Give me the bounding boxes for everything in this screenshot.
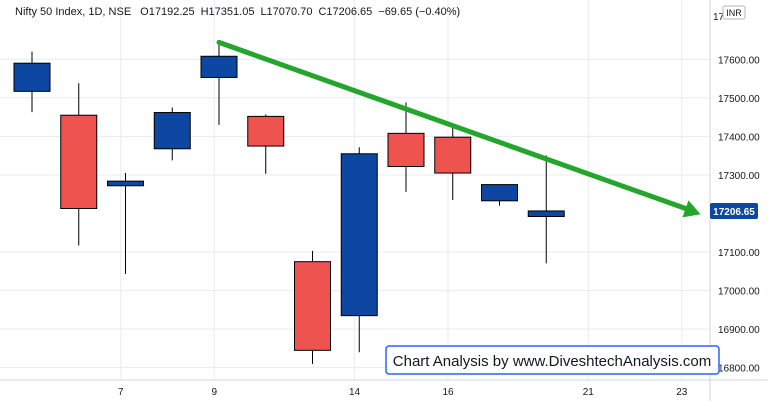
- time-tick-label: 23: [676, 387, 688, 398]
- price-tick-label: 17500.00: [718, 94, 760, 105]
- price-tick-label: 16900.00: [718, 325, 760, 336]
- candle: [200, 42, 238, 125]
- trendline: [216, 39, 701, 218]
- time-tick-label: 9: [211, 387, 217, 398]
- currency-badge: INR: [722, 5, 746, 20]
- candle-body: [387, 132, 425, 167]
- candle: [481, 184, 518, 206]
- candle: [60, 83, 98, 246]
- header-low: L17070.70: [260, 6, 312, 18]
- price-tick-label-top: 17: [713, 12, 725, 23]
- candle-body: [200, 55, 238, 78]
- chart-header: Nifty 50 Index, 1D, NSE O17192.25 H17351.0…: [15, 6, 460, 18]
- watermark-text: Chart Analysis by www.DiveshtechAnalysis…: [393, 353, 711, 370]
- candle-body: [107, 180, 144, 187]
- candle: [434, 124, 472, 201]
- price-tick-label: 17400.00: [718, 132, 760, 143]
- header-high: H17351.05: [201, 6, 255, 18]
- candle: [340, 147, 378, 353]
- candle: [107, 173, 144, 275]
- candle-body: [434, 136, 472, 174]
- price-tick-label: 17600.00: [718, 55, 760, 66]
- time-tick-label: 7: [118, 387, 124, 398]
- candle: [387, 102, 425, 192]
- current-price-label: 17206.65: [713, 207, 755, 218]
- candle-body: [481, 184, 518, 202]
- candle: [247, 114, 285, 174]
- trendline-line: [216, 39, 694, 213]
- candle: [294, 250, 331, 364]
- candle: [153, 107, 191, 161]
- candle-body: [527, 210, 565, 217]
- price-tag: 17206.65: [710, 202, 758, 219]
- candle-body: [294, 261, 331, 351]
- price-tick-label: 17000.00: [718, 287, 760, 298]
- price-axis: 17600.00 17500.00 17400.00 17300.00 17100.00…: [713, 12, 760, 375]
- header-change: −69.65 (−0.40%): [378, 6, 460, 18]
- currency-label: INR: [726, 8, 742, 18]
- time-axis: 7 9 14 16 21 23: [0, 379, 768, 398]
- candle-body: [247, 115, 285, 147]
- watermark-box: Chart Analysis by www.DiveshtechAnalysis…: [385, 345, 720, 375]
- trendline-arrowhead: [682, 200, 701, 218]
- price-tick-label: 17100.00: [718, 248, 760, 259]
- time-tick-label: 21: [583, 387, 595, 398]
- candles: [13, 42, 565, 364]
- header-symbol: Nifty 50 Index, 1D, NSE: [15, 6, 131, 18]
- candle-body: [60, 114, 98, 209]
- time-tick-label: 14: [349, 387, 361, 398]
- price-tick-label: 16800.00: [718, 364, 760, 375]
- candle-body: [340, 153, 378, 317]
- candle: [13, 51, 51, 113]
- candle: [527, 155, 565, 264]
- header-close: C17206.65: [318, 6, 372, 18]
- candle-body: [13, 62, 51, 92]
- price-tick-label: 17300.00: [718, 171, 760, 182]
- header-open: O17192.25: [140, 6, 194, 18]
- price-axis-background: [710, 0, 768, 401]
- time-tick-label: 16: [442, 387, 454, 398]
- candle-body: [153, 112, 191, 150]
